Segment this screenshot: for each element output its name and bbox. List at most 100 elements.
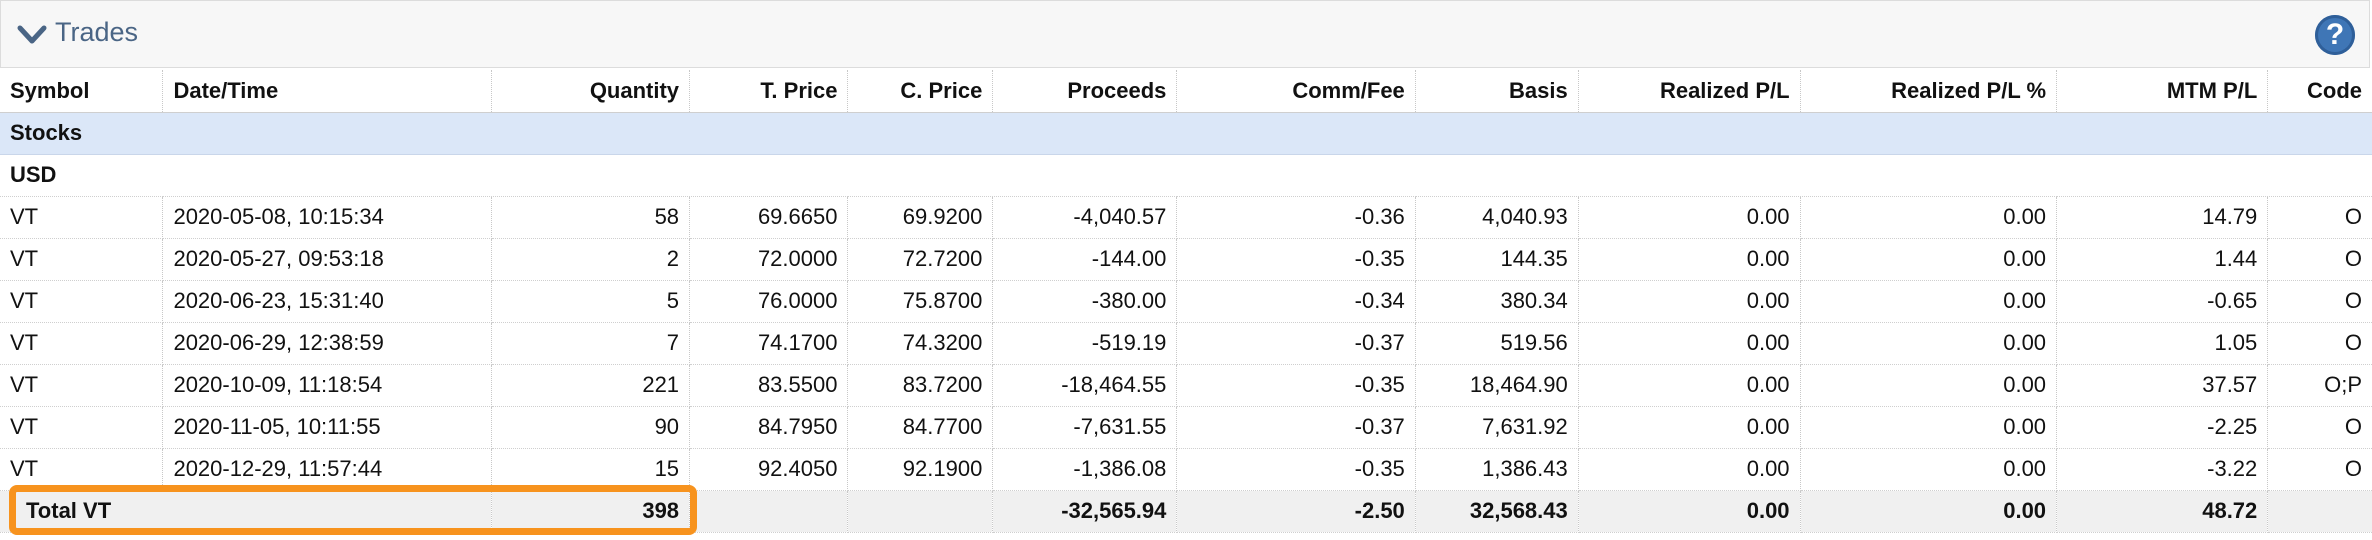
table-row: VT 2020-05-08, 10:15:34 58 69.6650 69.9200 -4… <box>0 196 2372 239</box>
cell-realized-pl-pct: 0.00 <box>1800 448 2058 491</box>
total-row: Total VT 398 -32,565.94 -2.50 32,568.43 … <box>0 490 2372 533</box>
cell-comm-fee: -0.37 <box>1176 406 1416 449</box>
column-header[interactable]: Comm/Fee <box>1176 70 1416 113</box>
cell-t-price: 72.0000 <box>689 238 849 281</box>
section-title[interactable]: Trades <box>55 17 139 47</box>
cell-proceeds: -4,040.57 <box>992 196 1178 239</box>
total-mtm-pl: 48.72 <box>2056 490 2269 533</box>
cell-symbol: VT <box>0 322 164 365</box>
cell-realized-pl: 0.00 <box>1578 364 1801 407</box>
cell-t-price: 74.1700 <box>689 322 849 365</box>
cell-proceeds: -519.19 <box>992 322 1178 365</box>
cell-t-price: 69.6650 <box>689 196 849 239</box>
cell-proceeds: -7,631.55 <box>992 406 1178 449</box>
cell-code: O <box>2267 238 2372 281</box>
cell-realized-pl-pct: 0.00 <box>1800 196 2058 239</box>
chevron-down-icon[interactable] <box>17 23 47 47</box>
cell-c-price: 83.7200 <box>847 364 994 407</box>
total-realized-pl: 0.00 <box>1578 490 1801 533</box>
cell-quantity: 221 <box>491 364 691 407</box>
cell-c-price: 74.3200 <box>847 322 994 365</box>
cell-comm-fee: -0.37 <box>1176 322 1416 365</box>
cell-code: O <box>2267 448 2372 491</box>
cell-realized-pl-pct: 0.00 <box>1800 238 2058 281</box>
cell-realized-pl: 0.00 <box>1578 448 1801 491</box>
total-basis: 32,568.43 <box>1415 490 1579 533</box>
total-code <box>2267 490 2372 533</box>
column-header[interactable]: Symbol <box>0 70 164 113</box>
cell-date-time: 2020-06-29, 12:38:59 <box>162 322 493 365</box>
cell-mtm-pl: 1.44 <box>2056 238 2269 281</box>
cell-proceeds: -144.00 <box>992 238 1178 281</box>
table-row: VT 2020-06-23, 15:31:40 5 76.0000 75.8700 -38… <box>0 280 2372 323</box>
cell-comm-fee: -0.34 <box>1176 280 1416 323</box>
cell-mtm-pl: 14.79 <box>2056 196 2269 239</box>
cell-proceeds: -18,464.55 <box>992 364 1178 407</box>
cell-quantity: 7 <box>491 322 691 365</box>
column-header[interactable]: Date/Time <box>162 70 493 113</box>
currency-label: USD <box>0 154 2372 197</box>
total-t-price <box>689 490 849 533</box>
cell-c-price: 72.7200 <box>847 238 994 281</box>
cell-c-price: 75.8700 <box>847 280 994 323</box>
cell-t-price: 76.0000 <box>689 280 849 323</box>
cell-basis: 519.56 <box>1415 322 1579 365</box>
cell-realized-pl: 0.00 <box>1578 406 1801 449</box>
cell-t-price: 92.4050 <box>689 448 849 491</box>
column-header[interactable]: C. Price <box>847 70 994 113</box>
cell-quantity: 15 <box>491 448 691 491</box>
cell-symbol: VT <box>0 238 164 281</box>
column-header[interactable]: Code <box>2267 70 2372 113</box>
cell-symbol: VT <box>0 364 164 407</box>
cell-proceeds: -1,386.08 <box>992 448 1178 491</box>
cell-realized-pl-pct: 0.00 <box>1800 280 2058 323</box>
column-header[interactable]: MTM P/L <box>2056 70 2269 113</box>
column-header[interactable]: Realized P/L <box>1578 70 1801 113</box>
cell-symbol: VT <box>0 406 164 449</box>
cell-realized-pl: 0.00 <box>1578 196 1801 239</box>
cell-quantity: 58 <box>491 196 691 239</box>
cell-comm-fee: -0.36 <box>1176 196 1416 239</box>
currency-row: USD <box>0 154 2372 197</box>
cell-comm-fee: -0.35 <box>1176 364 1416 407</box>
cell-c-price: 92.1900 <box>847 448 994 491</box>
cell-mtm-pl: -2.25 <box>2056 406 2269 449</box>
cell-mtm-pl: 37.57 <box>2056 364 2269 407</box>
cell-quantity: 2 <box>491 238 691 281</box>
column-header[interactable]: Proceeds <box>992 70 1178 113</box>
cell-date-time: 2020-05-08, 10:15:34 <box>162 196 493 239</box>
table-header-row: Symbol Date/Time Quantity T. Price C. Price P… <box>0 70 2372 113</box>
column-header[interactable]: T. Price <box>689 70 849 113</box>
cell-c-price: 69.9200 <box>847 196 994 239</box>
column-header[interactable]: Realized P/L % <box>1800 70 2058 113</box>
cell-mtm-pl: -0.65 <box>2056 280 2269 323</box>
cell-realized-pl: 0.00 <box>1578 322 1801 365</box>
cell-mtm-pl: -3.22 <box>2056 448 2269 491</box>
cell-basis: 144.35 <box>1415 238 1579 281</box>
total-realized-pl-pct: 0.00 <box>1800 490 2058 533</box>
cell-date-time: 2020-10-09, 11:18:54 <box>162 364 493 407</box>
cell-code: O <box>2267 280 2372 323</box>
section-header[interactable]: Trades ? <box>0 0 2370 68</box>
total-c-price <box>847 490 994 533</box>
cell-realized-pl: 0.00 <box>1578 280 1801 323</box>
cell-comm-fee: -0.35 <box>1176 238 1416 281</box>
table-row: VT 2020-11-05, 10:11:55 90 84.7950 84.7700 -7… <box>0 406 2372 449</box>
column-header[interactable]: Quantity <box>491 70 691 113</box>
cell-basis: 18,464.90 <box>1415 364 1579 407</box>
cell-proceeds: -380.00 <box>992 280 1178 323</box>
help-icon[interactable]: ? <box>2315 15 2355 55</box>
cell-realized-pl: 0.00 <box>1578 238 1801 281</box>
column-header[interactable]: Basis <box>1415 70 1579 113</box>
cell-realized-pl-pct: 0.00 <box>1800 406 2058 449</box>
cell-basis: 1,386.43 <box>1415 448 1579 491</box>
asset-group-row: Stocks <box>0 112 2372 155</box>
total-comm-fee: -2.50 <box>1176 490 1416 533</box>
cell-date-time: 2020-11-05, 10:11:55 <box>162 406 493 449</box>
cell-realized-pl-pct: 0.00 <box>1800 322 2058 365</box>
cell-symbol: VT <box>0 280 164 323</box>
cell-code: O <box>2267 322 2372 365</box>
table-row: VT 2020-06-29, 12:38:59 7 74.1700 74.3200 -51… <box>0 322 2372 365</box>
cell-symbol: VT <box>0 196 164 239</box>
